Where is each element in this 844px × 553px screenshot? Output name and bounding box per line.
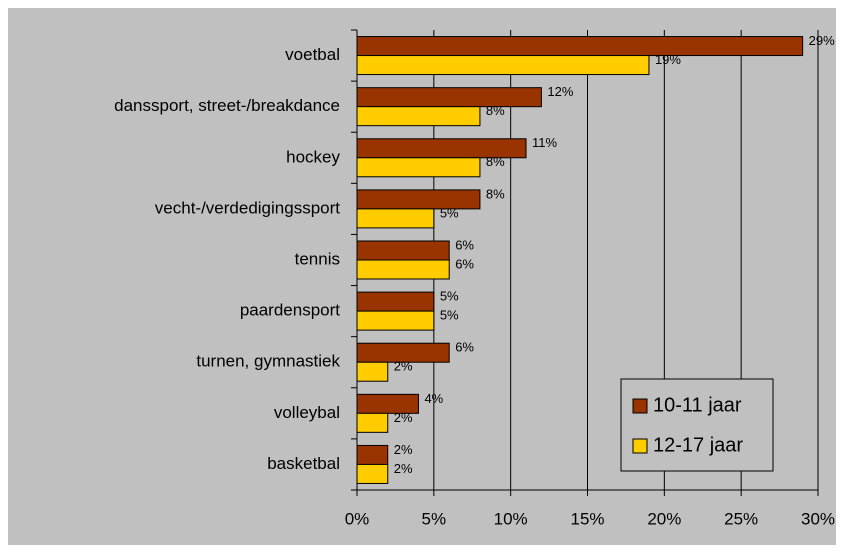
- bar: [356, 463, 389, 484]
- y-tick-label: danssport, street-/breakdance: [114, 96, 340, 115]
- bar: [356, 106, 481, 127]
- bar: [356, 342, 450, 363]
- x-tick-label: 0%: [345, 509, 370, 528]
- value-label: 29%: [809, 33, 835, 48]
- bar: [356, 444, 389, 465]
- bar: [356, 291, 435, 312]
- x-tick-label: 15%: [570, 509, 604, 528]
- bar: [356, 157, 481, 178]
- value-label: 6%: [455, 256, 474, 271]
- legend-swatch: [632, 438, 648, 454]
- bar: [356, 412, 389, 433]
- value-label: 6%: [455, 340, 474, 355]
- value-label: 2%: [394, 461, 413, 476]
- value-label: 12%: [547, 84, 573, 99]
- value-label: 5%: [440, 289, 459, 304]
- x-tick-label: 30%: [801, 509, 835, 528]
- value-label: 8%: [486, 103, 505, 118]
- y-tick-label: volleybal: [274, 403, 340, 422]
- value-label: 5%: [440, 205, 459, 220]
- x-tick-label: 5%: [422, 509, 447, 528]
- bar: [356, 361, 389, 382]
- legend-swatch: [632, 398, 648, 414]
- x-tick-label: 10%: [494, 509, 528, 528]
- value-label: 8%: [486, 154, 505, 169]
- value-label: 8%: [486, 186, 505, 201]
- bar: [356, 259, 450, 280]
- value-label: 2%: [394, 359, 413, 374]
- y-tick-label: tennis: [295, 249, 340, 268]
- y-tick-label: hockey: [286, 147, 340, 166]
- y-tick-label: turnen, gymnastiek: [196, 352, 340, 371]
- value-label: 2%: [394, 442, 413, 457]
- x-tick-label: 25%: [724, 509, 758, 528]
- bar: [356, 87, 542, 108]
- y-tick-label: voetbal: [285, 45, 340, 64]
- value-label: 5%: [440, 308, 459, 323]
- bar: [356, 55, 650, 76]
- value-label: 4%: [424, 391, 443, 406]
- value-label: 19%: [655, 52, 681, 67]
- bar: [356, 208, 435, 229]
- value-label: 6%: [455, 237, 474, 252]
- value-label: 2%: [394, 410, 413, 425]
- y-tick-label: basketbal: [267, 454, 340, 473]
- legend-box: [620, 378, 774, 472]
- legend-label: 12-17 jaar: [653, 434, 743, 456]
- value-label: 11%: [532, 135, 557, 150]
- x-tick-label: 20%: [647, 509, 681, 528]
- bar: [356, 189, 481, 210]
- y-tick-label: vecht-/verdedigingssport: [155, 198, 340, 217]
- bar: [356, 240, 450, 261]
- legend-label: 10-11 jaar: [653, 394, 742, 416]
- bar: [356, 310, 435, 331]
- y-tick-label: paardensport: [240, 301, 340, 320]
- bar: [356, 36, 804, 57]
